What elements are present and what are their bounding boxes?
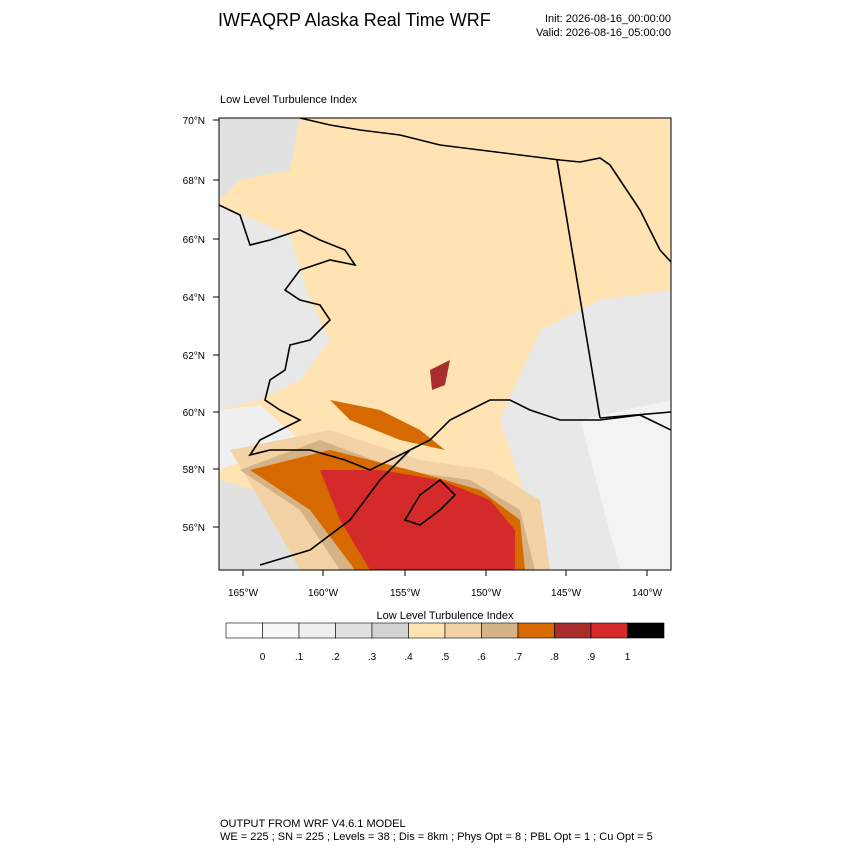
border: [556, 159, 601, 419]
colorbar-label: .5: [441, 652, 450, 663]
field-gray: [219, 118, 300, 200]
lat-label: 56°N: [183, 523, 205, 534]
lat-label: 70°N: [183, 116, 205, 127]
colorbar-box: [590, 622, 628, 639]
lon-label: 145°W: [551, 588, 582, 599]
field-orange: [330, 400, 445, 450]
lat-label: 64°N: [183, 293, 205, 304]
footer-line: OUTPUT FROM WRF V4.6.1 MODEL: [220, 818, 406, 830]
colorbar-label: .9: [587, 652, 596, 663]
map-frame: [218, 117, 672, 571]
lon-label: 165°W: [228, 588, 259, 599]
colorbar-box: [335, 622, 373, 639]
lon-label: 150°W: [471, 588, 502, 599]
colorbar-label: .6: [477, 652, 486, 663]
colorbar-box: [298, 622, 336, 639]
peninsula: [259, 449, 411, 566]
colorbar-label: .3: [368, 652, 377, 663]
field-light: [580, 400, 671, 570]
lon-label: 140°W: [632, 588, 663, 599]
lon-label: 155°W: [390, 588, 421, 599]
colorbar-label: .4: [404, 652, 413, 663]
kodiak: [403, 478, 457, 526]
colorbar-label: 1: [625, 652, 631, 663]
lat-label: 62°N: [183, 351, 205, 362]
lon-label: 160°W: [308, 588, 339, 599]
field-gray: [219, 205, 330, 410]
colorbar-box: [408, 622, 446, 639]
colorbar: 0 .1 .2 .3 .4 .5 .6 .7 .8 .9 1: [225, 622, 665, 663]
lon-labels: 165°W 160°W 155°W 150°W 145°W 140°W: [228, 570, 663, 599]
colorbar-box: [481, 622, 519, 639]
field-dark-red: [430, 360, 450, 390]
lat-label: 60°N: [183, 408, 205, 419]
lat-label: 66°N: [183, 235, 205, 246]
north-coast: [299, 118, 671, 263]
lat-labels: 70°N 68°N 66°N 64°N 62°N 60°N 58°N 56°N: [183, 116, 219, 534]
colorbar-box: [554, 622, 592, 639]
colorbar-box: [517, 622, 555, 639]
border-south: [599, 411, 671, 419]
coastlines: [219, 118, 671, 566]
lat-label: 58°N: [183, 465, 205, 476]
colorbar-box: [371, 622, 409, 639]
colorbar-box: [627, 622, 665, 639]
colorbar-label: 0: [260, 652, 266, 663]
west-south-coast: [219, 204, 671, 471]
colorbar-label: .2: [331, 652, 340, 663]
valid-time: Valid: 2026-08-16_05:00:00: [536, 27, 671, 39]
colorbar-label: .7: [514, 652, 523, 663]
lat-label: 68°N: [183, 176, 205, 187]
colorbar-box: [225, 622, 263, 639]
footer-line: WE = 225 ; SN = 225 ; Levels = 38 ; Dis …: [220, 831, 653, 843]
colorbar-label: .1: [295, 652, 304, 663]
init-time: Init: 2026-08-16_00:00:00: [545, 13, 671, 25]
colorbar-box: [444, 622, 482, 639]
main-title: IWFAQRP Alaska Real Time WRF: [218, 10, 491, 30]
colorbar-box: [262, 622, 300, 639]
map-title: Low Level Turbulence Index: [220, 94, 357, 106]
colorbar-label: .8: [550, 652, 559, 663]
map-field: [218, 117, 672, 571]
colorbar-title: Low Level Turbulence Index: [377, 610, 514, 622]
